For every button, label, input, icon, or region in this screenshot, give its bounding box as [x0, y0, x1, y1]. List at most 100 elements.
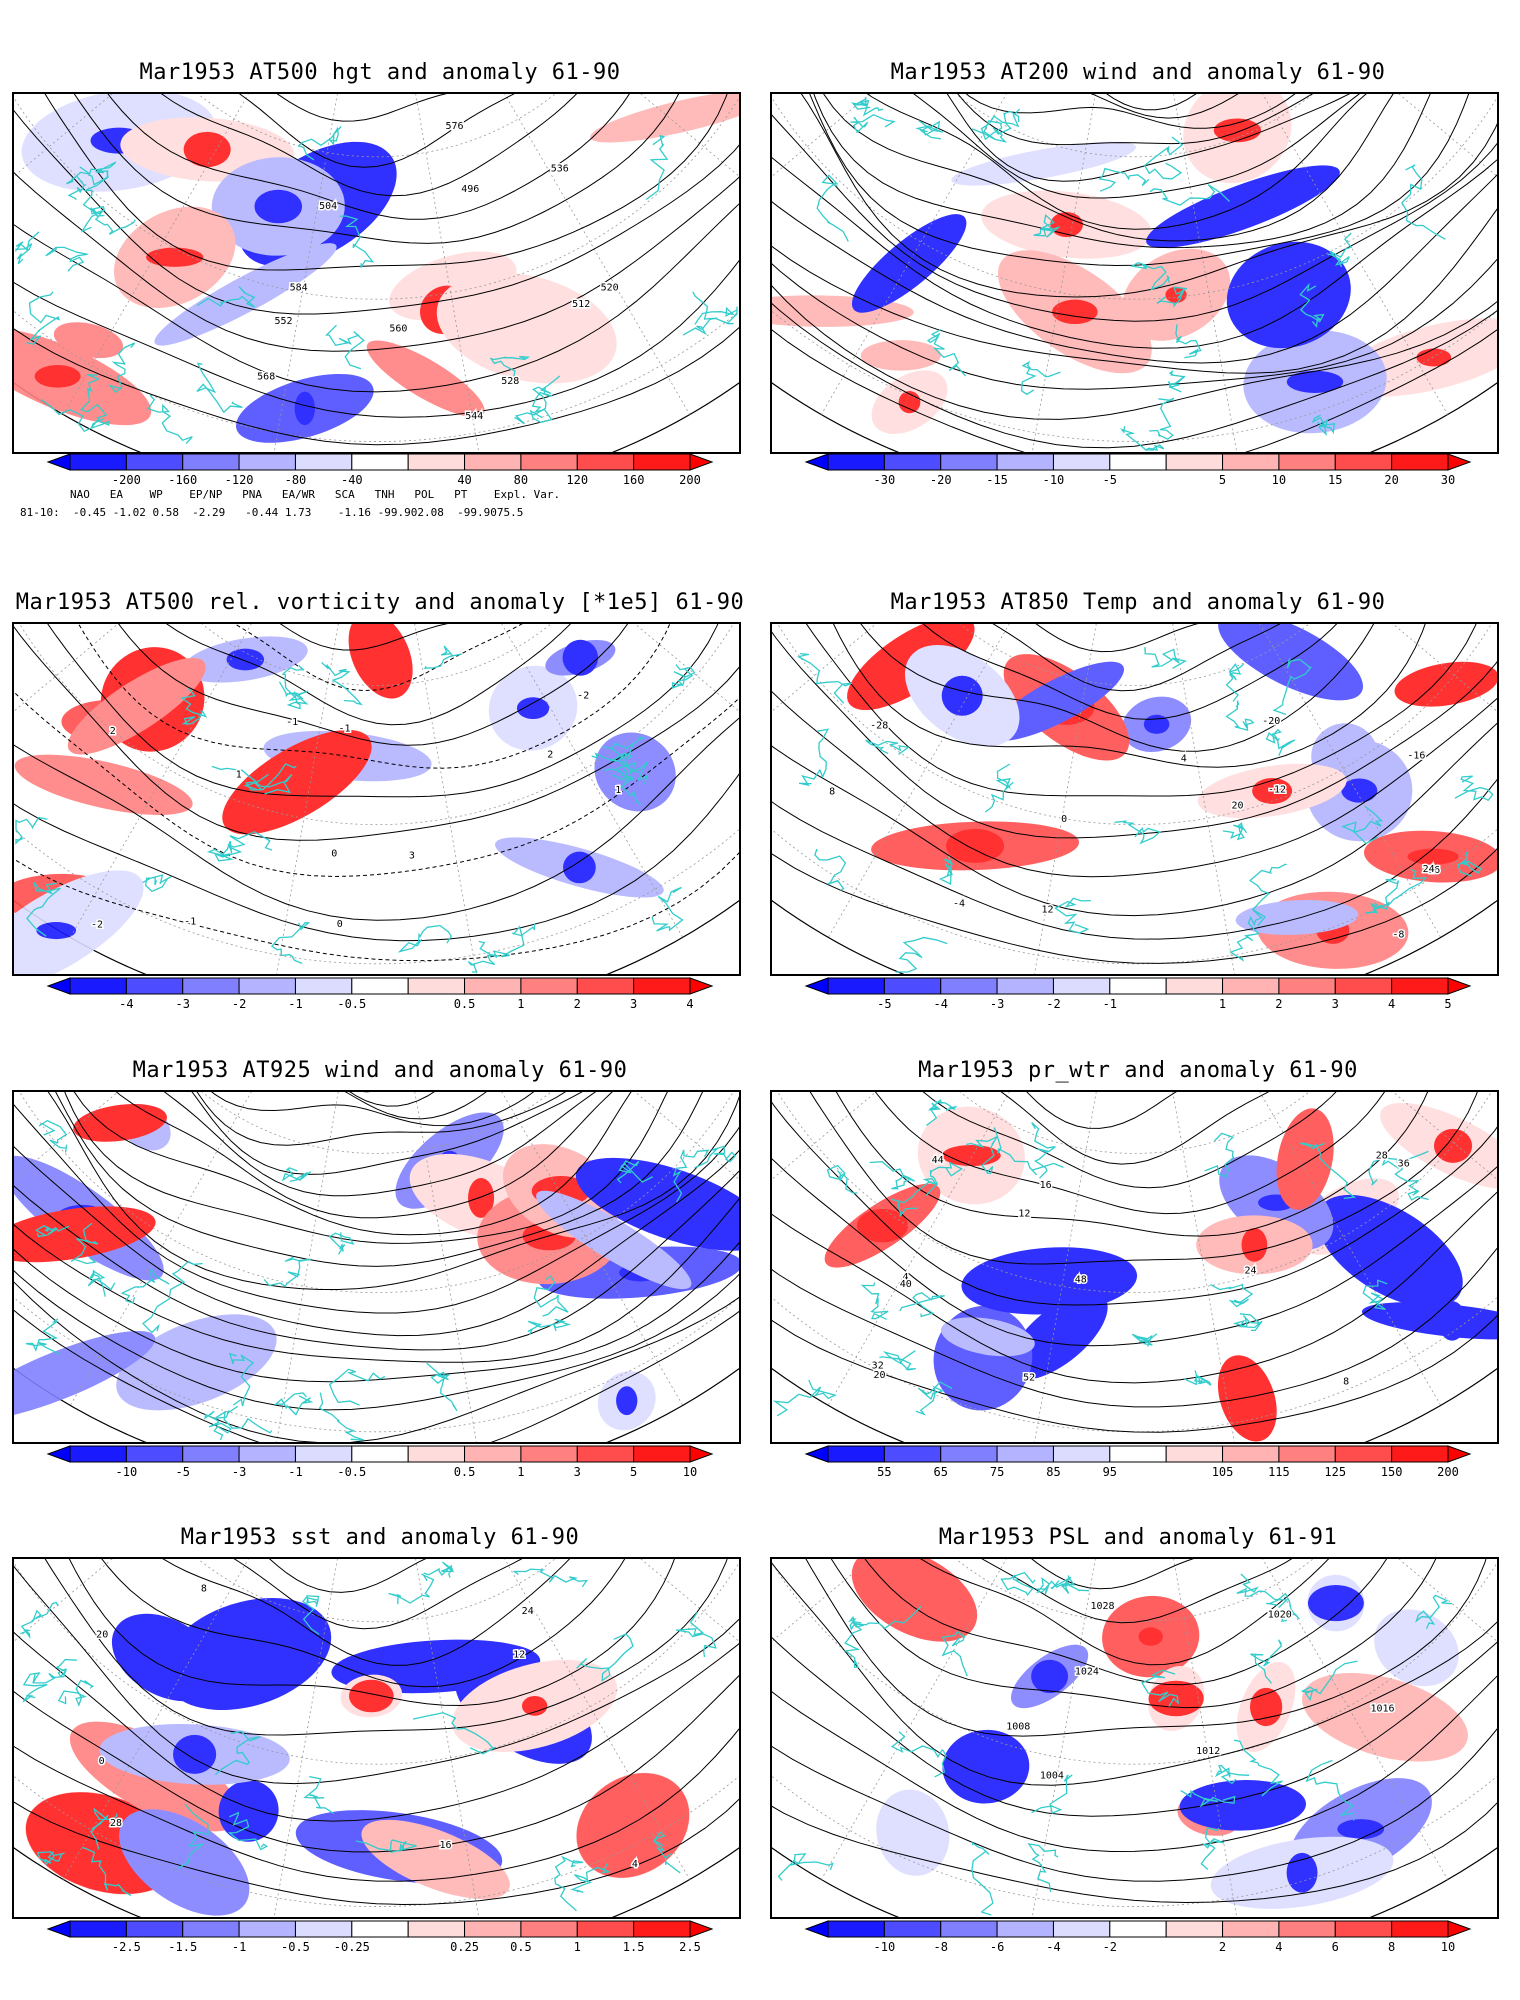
anomaly-blob [361, 1819, 510, 1899]
contour-line [830, 1559, 1437, 1709]
colorbar-tick-label: -5 [1103, 473, 1117, 487]
coastline [142, 874, 172, 893]
coastline [1144, 647, 1187, 669]
contour-line [772, 691, 1497, 878]
anomaly-blob [590, 94, 739, 143]
contour-label: 544 [465, 411, 483, 422]
anomaly-blob [1394, 661, 1497, 707]
colorbar-arrow-high [689, 453, 714, 471]
anomaly-blob [575, 1157, 739, 1251]
coastline [652, 1831, 681, 1874]
coastline [1341, 805, 1384, 845]
colorbar-tick-label: -4 [119, 997, 133, 1011]
coastline [1167, 369, 1186, 393]
anomaly-core [1213, 118, 1261, 143]
anomaly-core [269, 768, 325, 796]
colorbar-tick-label: -0.5 [337, 1465, 366, 1479]
contour-line [772, 1636, 1497, 1817]
anomaly-core [1433, 1128, 1473, 1163]
coastlines [20, 1561, 717, 1912]
colorbar-swatch [238, 1445, 296, 1463]
colorbar-tick-label: -1.5 [168, 1940, 197, 1954]
colorbar-swatch [1165, 1445, 1224, 1463]
coastlines [15, 645, 696, 973]
anomaly-blob [119, 1809, 250, 1916]
colorbar-tick-label: 85 [1046, 1465, 1060, 1479]
anomaly-core [254, 189, 303, 224]
coastlines [15, 126, 738, 444]
contour-line [772, 1315, 1497, 1433]
map-frame [770, 92, 1499, 454]
colorbar-swatch [883, 977, 942, 995]
colorbar-tick-label: 30 [1441, 473, 1455, 487]
anomaly-core [1286, 1852, 1318, 1893]
colorbar-tick-label: 1 [517, 1465, 524, 1479]
anomaly-blob [1218, 624, 1364, 701]
contour-line [14, 109, 739, 315]
contour-labels: 0 4 8 12 16 20 24 28 [95, 1582, 640, 1872]
coastline [604, 761, 649, 784]
contour-label: 12 [1018, 1209, 1030, 1220]
coastline [993, 1127, 1064, 1176]
colorbar-swatch [1052, 977, 1111, 995]
contour-line [772, 1158, 1497, 1347]
colorbar-tick-label: 95 [1103, 1465, 1117, 1479]
colorbar-swatch [996, 1445, 1054, 1463]
contour-label: 1020 [1268, 1610, 1292, 1621]
contour-line [14, 171, 739, 352]
colorbar-tick-label: 75 [990, 1465, 1004, 1479]
anomaly-core [946, 828, 1005, 863]
anomaly-core [1148, 1680, 1204, 1717]
contour-label: -2 [91, 919, 103, 930]
streamline [73, 1092, 632, 1236]
coastline [926, 329, 967, 377]
coastline [15, 231, 40, 265]
colorbar-tick-label: -4 [934, 997, 948, 1011]
anomaly-core [1307, 1585, 1364, 1622]
coastline [682, 291, 718, 336]
anomaly-core [1341, 778, 1378, 803]
anomaly-core [1050, 212, 1083, 238]
coastline [844, 1620, 864, 1668]
colorbar-swatch [69, 977, 127, 995]
colorbar-swatch [125, 977, 184, 995]
coastline [423, 645, 463, 670]
colorbar-tick-label: 2 [1275, 997, 1282, 1011]
colorbar-swatch [1278, 453, 1336, 471]
anomaly-core [521, 1696, 548, 1716]
colorbar-swatch [1278, 977, 1336, 995]
panel-prwtr: Mar1953 pr_wtr and anomaly 61-90 4 8 12 16 2… [768, 1058, 1508, 1498]
contour-line [279, 624, 448, 651]
colorbar-tick-label: -2 [1046, 997, 1060, 1011]
colorbar-tick-label: 65 [934, 1465, 948, 1479]
contour-label: 0 [1061, 814, 1067, 825]
colorbar-arrow-low [804, 977, 829, 995]
coastline [88, 161, 117, 186]
anomaly-blob [348, 624, 413, 699]
colorbar-swatch [1391, 1920, 1449, 1938]
streamline [1090, 94, 1239, 119]
coastline [798, 728, 830, 787]
contour-line [14, 259, 739, 418]
teleconnection-index-names: NAO EA WP EP/NP PNA EA/WR SCA TNH POL PT… [70, 488, 574, 501]
contour-label: 28 [1376, 1150, 1388, 1161]
anomaly-core [1031, 1659, 1069, 1694]
anomaly-shading [14, 624, 676, 974]
coastline [591, 752, 642, 806]
contour-line [14, 773, 739, 942]
anomaly-blob [942, 1729, 1030, 1804]
anomaly-core [1235, 1387, 1260, 1410]
coastline [616, 1160, 654, 1184]
colorbar-swatch [576, 1445, 635, 1463]
contour-labels: 1004 1008 1012 1016 1020 1024 1028 [1005, 1600, 1396, 1783]
contour-label: 4 [632, 1859, 638, 1870]
contour-label: 8 [1343, 1377, 1349, 1388]
colorbar-swatch [1334, 453, 1393, 471]
coastline [228, 1352, 255, 1407]
map-psl: 1004 1008 1012 1016 1020 1024 1028 [772, 1559, 1497, 1917]
contour-label: 0 [331, 849, 337, 860]
anomaly-core [59, 1217, 82, 1251]
streamline [47, 1092, 739, 1290]
contour-line [772, 1802, 1497, 1904]
anomaly-blob [53, 322, 124, 359]
